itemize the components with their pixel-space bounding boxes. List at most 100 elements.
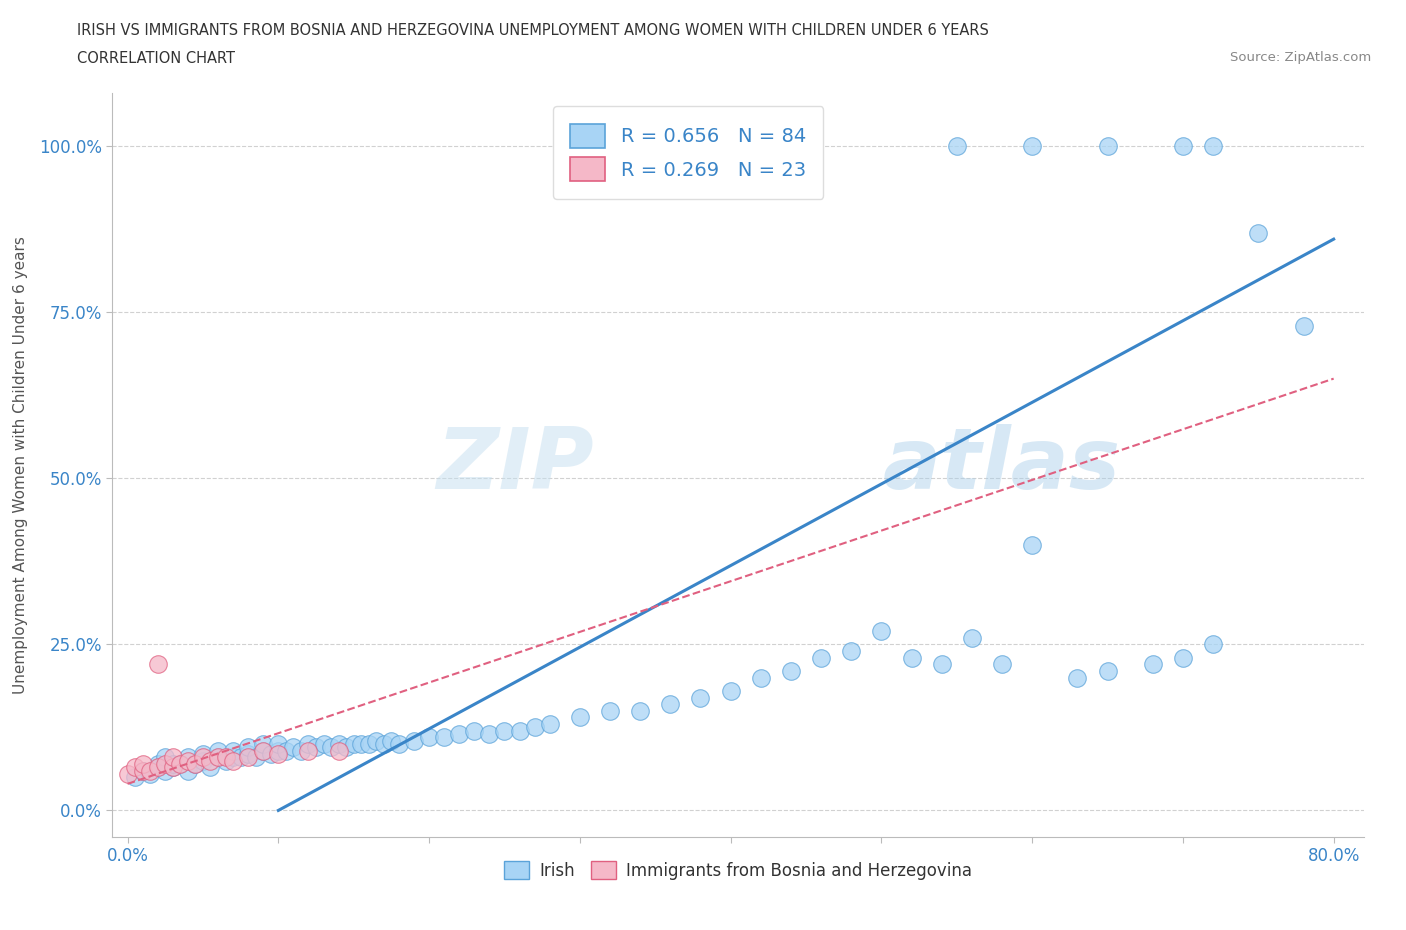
Point [960, 631, 983, 645]
Text: ZIP: ZIP [437, 423, 595, 507]
Point [1097, 663, 1119, 678]
Point [402, 733, 425, 748]
Point [749, 671, 772, 685]
Point [222, 753, 245, 768]
Point [155, 750, 177, 764]
Point [222, 750, 245, 764]
Point [1142, 657, 1164, 671]
Point [139, 766, 162, 781]
Point [124, 770, 146, 785]
Point [297, 737, 319, 751]
Point [433, 730, 456, 745]
Point [373, 737, 395, 751]
Point [252, 743, 274, 758]
Text: IRISH VS IMMIGRANTS FROM BOSNIA AND HERZEGOVINA UNEMPLOYMENT AMONG WOMEN WITH CH: IRISH VS IMMIGRANTS FROM BOSNIA AND HERZ… [77, 23, 990, 38]
Text: atlas: atlas [882, 423, 1121, 507]
Point [214, 753, 236, 768]
Point [1097, 139, 1119, 153]
Point [207, 743, 229, 758]
Point [184, 756, 207, 771]
Point [463, 724, 485, 738]
Point [343, 737, 366, 751]
Point [1292, 318, 1315, 333]
Point [131, 756, 153, 771]
Point [380, 733, 402, 748]
Point [689, 690, 711, 705]
Point [260, 747, 283, 762]
Point [335, 740, 357, 755]
Point [131, 764, 153, 778]
Point [509, 724, 531, 738]
Point [200, 760, 222, 775]
Point [177, 753, 200, 768]
Point [931, 657, 953, 671]
Point [191, 747, 214, 762]
Point [146, 657, 169, 671]
Point [283, 740, 305, 755]
Point [839, 644, 862, 658]
Point [207, 750, 229, 764]
Point [267, 743, 290, 758]
Point [1171, 139, 1194, 153]
Point [1202, 139, 1225, 153]
Point [146, 760, 169, 775]
Point [1171, 650, 1194, 665]
Point [312, 737, 335, 751]
Point [945, 139, 967, 153]
Point [297, 743, 319, 758]
Point [222, 743, 245, 758]
Point [659, 697, 682, 711]
Point [184, 756, 207, 771]
Point [305, 740, 328, 755]
Point [991, 657, 1014, 671]
Point [252, 737, 274, 751]
Point [117, 766, 139, 781]
Point [207, 750, 229, 764]
Point [177, 750, 200, 764]
Point [131, 764, 153, 778]
Point [238, 750, 260, 764]
Point [350, 737, 373, 751]
Point [449, 726, 471, 741]
Point [146, 760, 169, 775]
Point [599, 703, 621, 718]
Point [155, 756, 177, 771]
Point [191, 750, 214, 764]
Point [162, 756, 184, 771]
Point [177, 764, 200, 778]
Point [568, 710, 591, 724]
Point [870, 624, 893, 639]
Point [162, 760, 184, 775]
Point [538, 717, 561, 732]
Point [1021, 139, 1043, 153]
Point [200, 753, 222, 768]
Point [267, 737, 290, 751]
Point [1202, 637, 1225, 652]
Point [191, 753, 214, 768]
Point [238, 740, 260, 755]
Point [494, 724, 516, 738]
Point [1021, 538, 1043, 552]
Point [810, 650, 832, 665]
Point [478, 726, 501, 741]
Point [328, 743, 350, 758]
Point [290, 743, 312, 758]
Point [124, 760, 146, 775]
Point [523, 720, 546, 735]
Text: CORRELATION CHART: CORRELATION CHART [77, 51, 235, 66]
Point [319, 740, 342, 755]
Text: Source: ZipAtlas.com: Source: ZipAtlas.com [1230, 51, 1371, 64]
Point [169, 756, 191, 771]
Point [162, 750, 184, 764]
Point [169, 756, 191, 771]
Point [139, 764, 162, 778]
Point [274, 743, 297, 758]
Point [366, 733, 388, 748]
Point [357, 737, 380, 751]
Point [252, 743, 274, 758]
Point [418, 730, 440, 745]
Point [214, 750, 236, 764]
Point [628, 703, 651, 718]
Point [229, 750, 252, 764]
Y-axis label: Unemployment Among Women with Children Under 6 years: Unemployment Among Women with Children U… [13, 236, 28, 694]
